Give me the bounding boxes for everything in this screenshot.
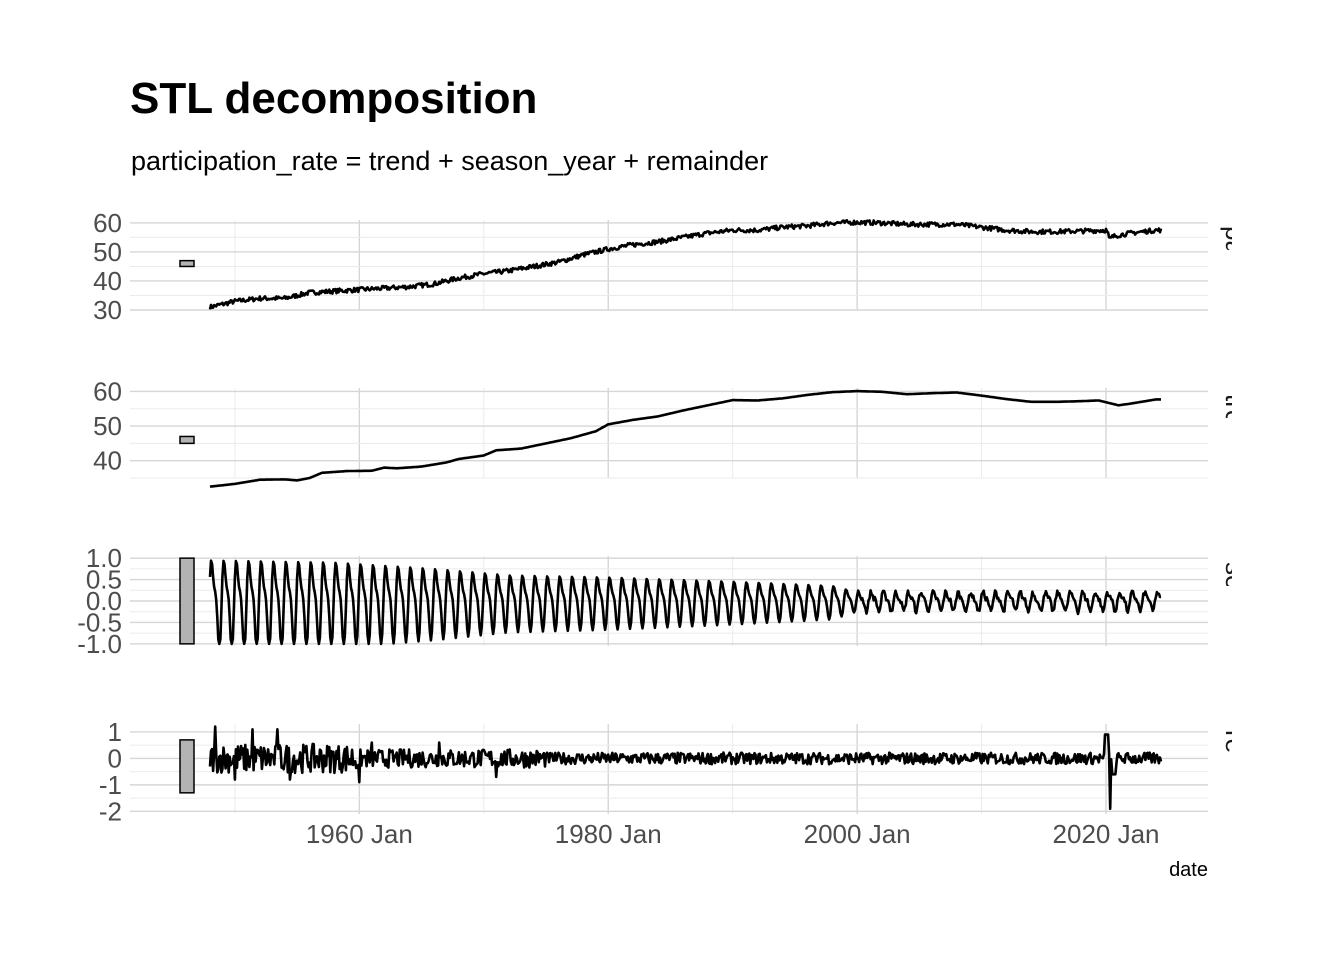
x-tick-label: 1980 Jan [555, 819, 662, 849]
y-tick-label: 30 [93, 295, 122, 325]
y-tick-label: 60 [93, 376, 122, 406]
y-tick-label: 0.5 [86, 565, 122, 595]
y-tick-label: 40 [93, 266, 122, 296]
y-tick-label: 40 [93, 446, 122, 476]
y-tick-label: 1.0 [86, 543, 122, 573]
series-line-particip [208, 219, 1163, 310]
y-tick-label: 50 [93, 411, 122, 441]
y-tick-label: -1 [99, 770, 122, 800]
panel-trend: 40 50 60 trend [93, 376, 1250, 488]
y-tick-label: -2 [99, 796, 122, 826]
x-tick-label: 1960 Jan [306, 819, 413, 849]
series-line-remain [208, 725, 1163, 810]
panels: 30405060particip405060trend-1.0-0.50.00.… [77, 208, 1250, 826]
strip-label-trend: trend [1220, 394, 1250, 453]
x-axis-label: date [1169, 859, 1208, 881]
panel-season: -1.0-0.50.00.51.0 season [77, 543, 1250, 659]
y-tick-label: 0.0 [86, 586, 122, 616]
y-tick-label: -0.5 [77, 607, 122, 637]
scale-bar [179, 739, 195, 794]
chart-title: STL decomposition [130, 74, 538, 123]
strip-label-particip: particip [1220, 226, 1250, 310]
y-tick-label: -1.0 [77, 629, 122, 659]
strip-label-season: season [1220, 562, 1250, 646]
scale-bar [179, 557, 195, 645]
panel-remain: -2-101 remain [99, 717, 1250, 826]
scale-bar [179, 259, 195, 268]
strip-label-remain: remain [1220, 730, 1250, 809]
scale-bar [179, 435, 195, 445]
y-tick-label: 60 [93, 208, 122, 238]
y-tick-label: 50 [93, 237, 122, 267]
x-tick-label: 2000 Jan [804, 819, 911, 849]
chart-subtitle: participation_rate = trend + season_year… [131, 146, 769, 176]
x-tick-label: 2020 Jan [1053, 819, 1160, 849]
y-tick-label: 0 [108, 743, 122, 773]
series-line-season [208, 559, 1162, 646]
y-tick-label: 1 [108, 717, 122, 747]
series-line-trend [209, 389, 1162, 488]
x-axis: 1960 Jan 1980 Jan 2000 Jan 2020 Jan [306, 819, 1160, 849]
